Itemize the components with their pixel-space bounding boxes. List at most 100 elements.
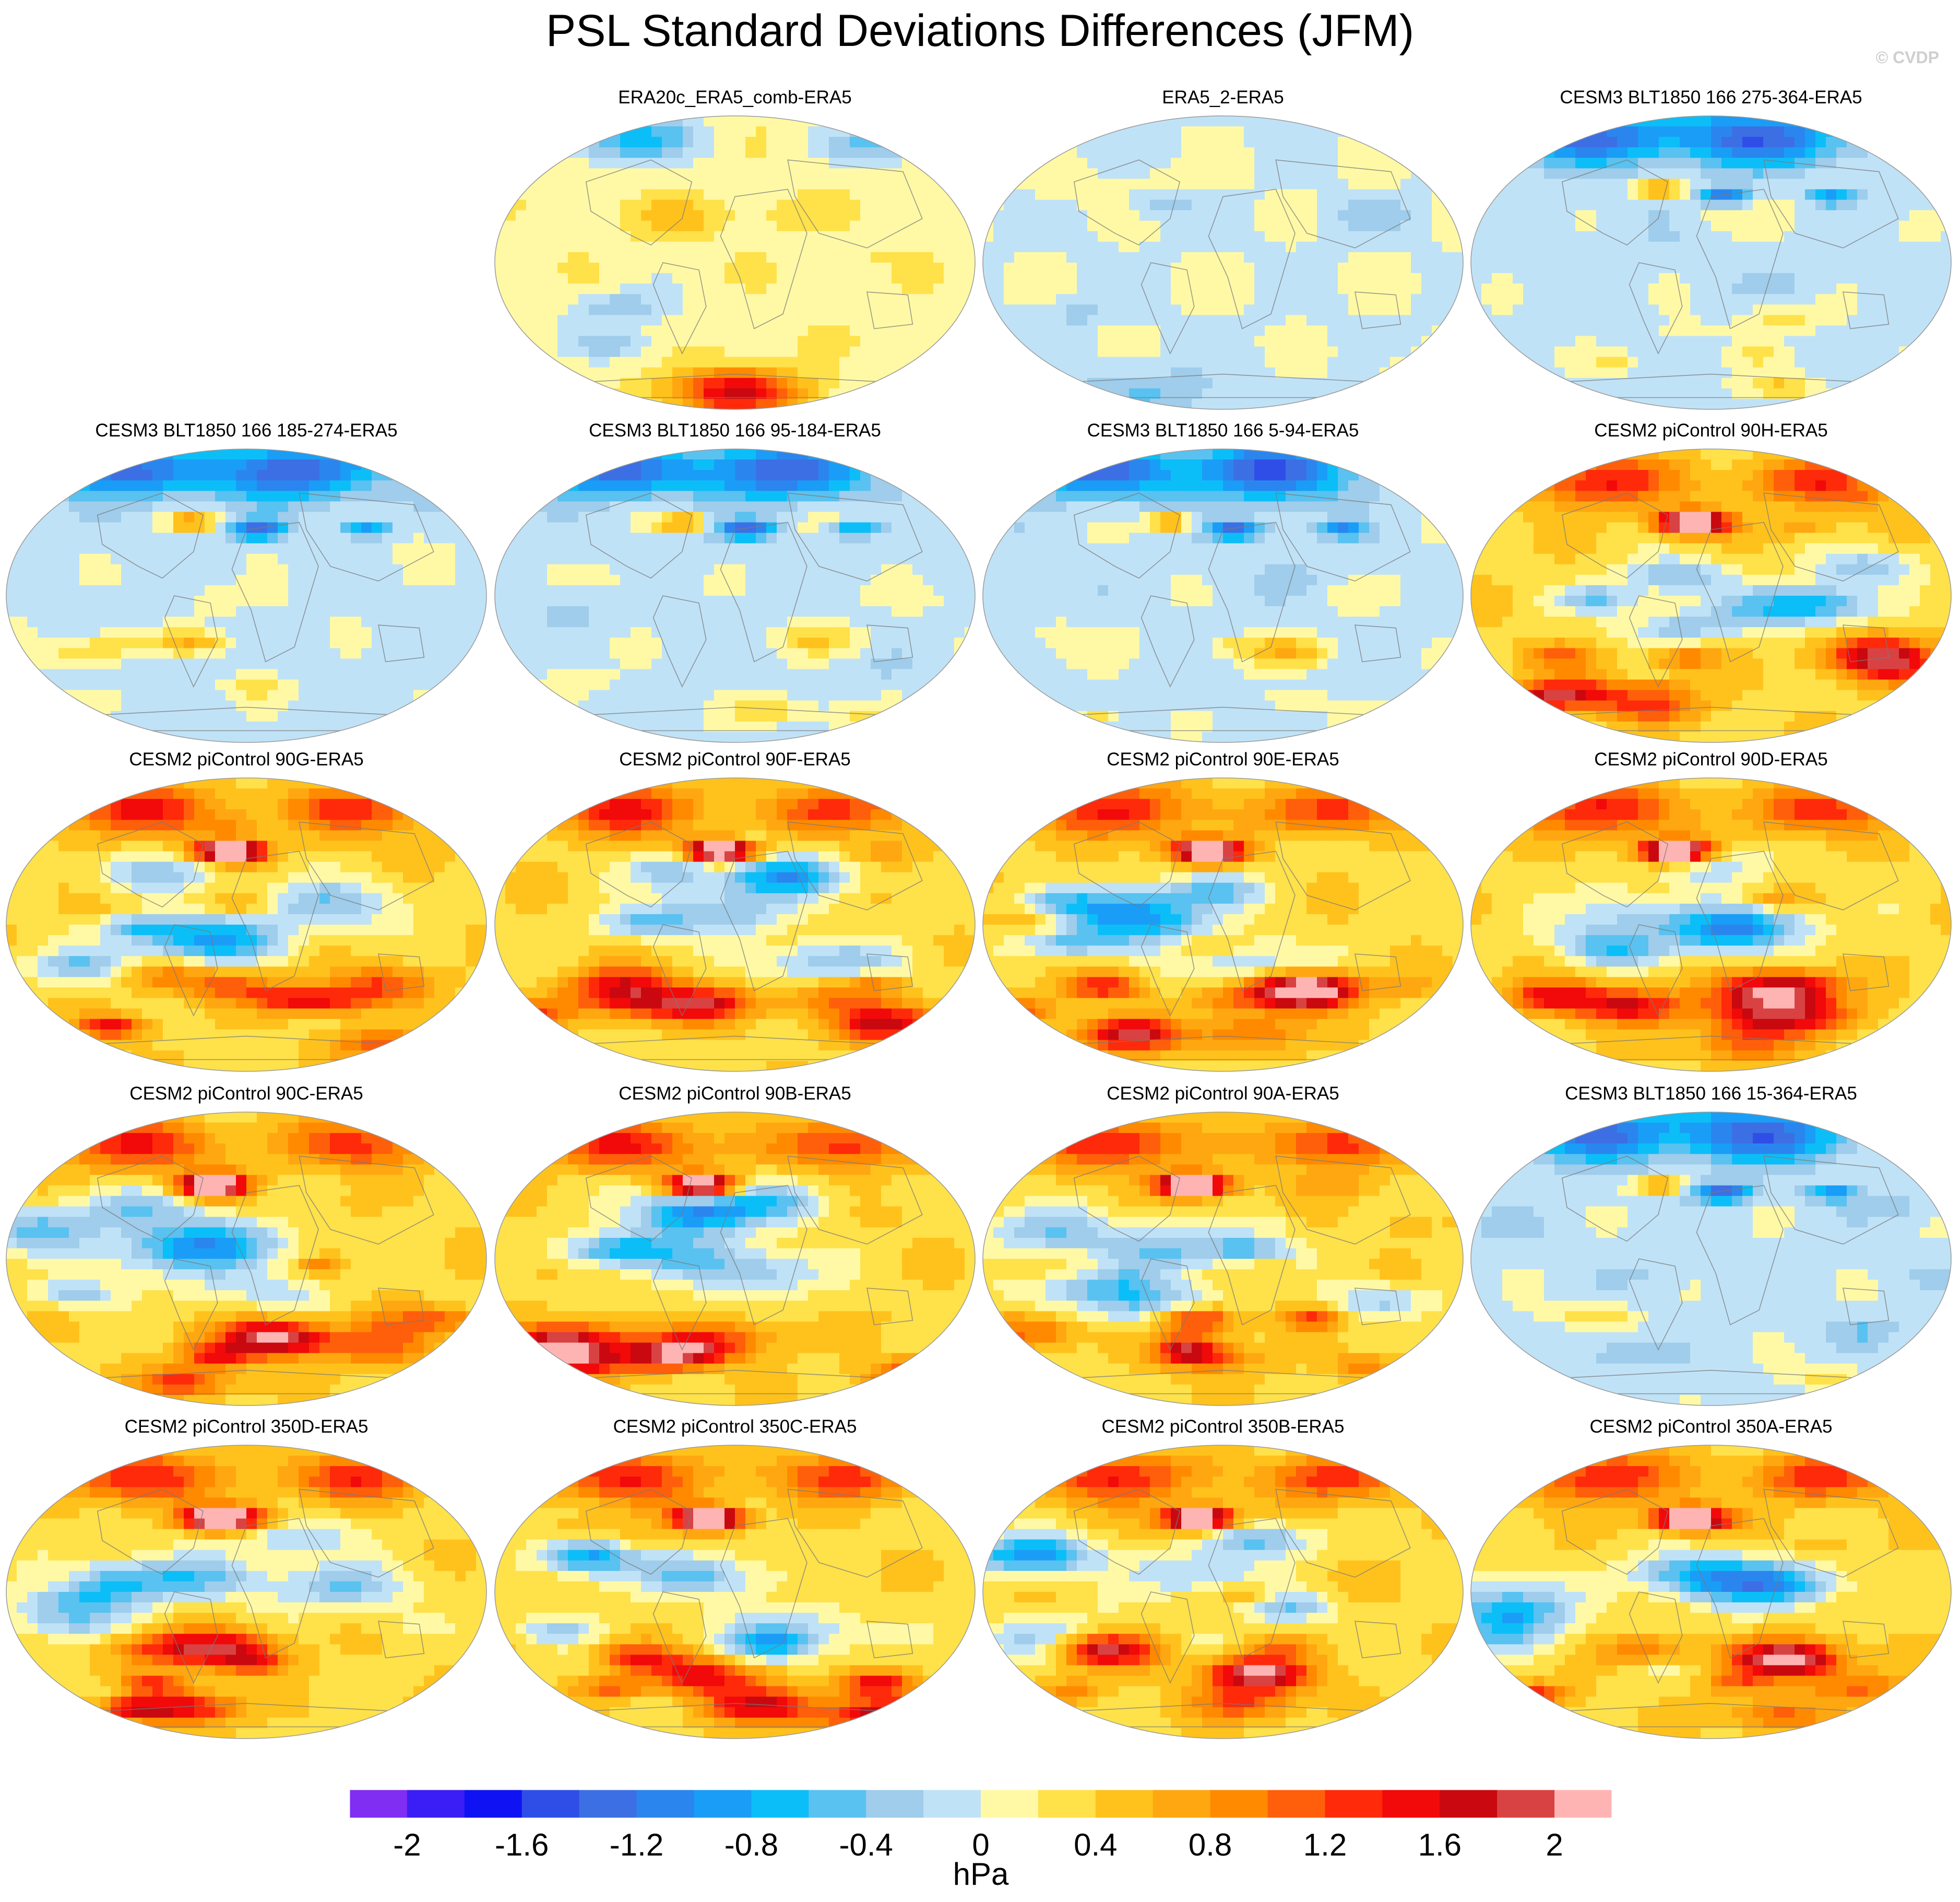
field-cell xyxy=(965,346,975,358)
field-cell xyxy=(163,585,174,596)
field-cell xyxy=(319,470,330,481)
field-cell xyxy=(1066,189,1077,200)
field-cell xyxy=(351,512,362,523)
field-cell xyxy=(1607,220,1618,232)
field-cell xyxy=(672,189,683,200)
field-cell xyxy=(704,199,715,211)
field-cell xyxy=(1753,325,1764,337)
field-cell xyxy=(1523,210,1534,221)
field-cell xyxy=(48,553,59,565)
field-cell xyxy=(38,648,49,659)
field-cell xyxy=(142,679,153,691)
field-cell xyxy=(578,283,589,294)
field-cell xyxy=(693,325,704,337)
field-cell xyxy=(142,690,153,701)
field-cell xyxy=(424,512,435,523)
field-cell xyxy=(495,147,506,159)
field-cell xyxy=(382,480,393,492)
field-cell xyxy=(1411,336,1422,347)
field-cell xyxy=(27,553,38,565)
coastline xyxy=(652,262,707,355)
field-cell xyxy=(1139,210,1150,221)
field-cell xyxy=(299,564,310,575)
field-cell xyxy=(1753,147,1764,159)
field-cell xyxy=(205,449,216,460)
field-cell xyxy=(1213,158,1223,169)
field-cell xyxy=(1878,336,1889,347)
field-cell xyxy=(1098,336,1109,347)
field-cell xyxy=(1680,273,1691,284)
field-cell xyxy=(1607,304,1618,316)
field-cell xyxy=(1721,304,1732,316)
field-cell xyxy=(1575,273,1586,284)
field-cell xyxy=(808,304,819,316)
field-cell xyxy=(1442,220,1453,232)
field-cell xyxy=(225,480,236,492)
field-cell xyxy=(1098,231,1109,242)
field-cell xyxy=(704,126,715,137)
field-cell xyxy=(1306,210,1317,221)
field-cell xyxy=(246,553,257,565)
field-cell xyxy=(526,241,537,253)
field-cell xyxy=(330,606,341,617)
field-cell xyxy=(1056,231,1067,242)
field-cell xyxy=(1421,147,1432,159)
field-cell xyxy=(1638,147,1649,159)
field-cell xyxy=(1815,336,1826,347)
field-cell xyxy=(215,501,226,513)
field-cell xyxy=(902,273,913,284)
field-cell xyxy=(1265,357,1276,368)
field-cell xyxy=(351,658,362,670)
field-cell xyxy=(1847,189,1858,200)
field-cell xyxy=(672,315,683,326)
field-cell xyxy=(704,315,715,326)
field-cell xyxy=(1077,189,1088,200)
field-cell xyxy=(215,533,226,544)
field-cell xyxy=(194,533,205,544)
field-cell xyxy=(912,199,923,211)
field-cell xyxy=(1139,189,1150,200)
field-cell xyxy=(1327,220,1338,232)
field-cell xyxy=(1721,137,1732,148)
field-cell xyxy=(1202,241,1213,253)
field-cell xyxy=(860,168,871,180)
field-cell xyxy=(756,116,767,127)
field-cell xyxy=(1701,241,1712,253)
field-cell xyxy=(1941,252,1951,263)
field-cell xyxy=(537,398,548,409)
field-cell xyxy=(1502,210,1513,221)
field-cell xyxy=(1784,388,1795,399)
field-cell xyxy=(1160,315,1171,326)
field-cell xyxy=(1502,263,1513,274)
field-cell xyxy=(1275,147,1286,159)
field-cell xyxy=(1432,377,1443,389)
field-cell xyxy=(1742,283,1753,294)
field-cell xyxy=(1286,367,1297,379)
field-cell xyxy=(516,336,527,347)
field-cell xyxy=(1513,252,1524,263)
field-cell xyxy=(724,210,735,221)
field-cell xyxy=(1565,283,1576,294)
field-cell xyxy=(1108,294,1119,305)
field-cell xyxy=(17,617,28,628)
field-cell xyxy=(1930,126,1941,137)
field-cell xyxy=(1202,179,1213,190)
field-cell xyxy=(1348,168,1359,180)
field-cell xyxy=(808,357,819,368)
field-cell xyxy=(1815,147,1826,159)
field-cell xyxy=(1004,137,1015,148)
field-cell xyxy=(152,480,163,492)
field-cell xyxy=(393,690,403,701)
field-cell xyxy=(1638,367,1649,379)
field-cell xyxy=(902,336,913,347)
field-cell xyxy=(455,585,466,596)
field-cell xyxy=(1565,126,1576,137)
field-cell xyxy=(6,480,17,492)
field-cell xyxy=(620,336,631,347)
field-cell xyxy=(1774,220,1785,232)
field-cell xyxy=(1160,126,1171,137)
field-cell xyxy=(79,585,90,596)
field-cell xyxy=(1369,220,1380,232)
field-cell xyxy=(1265,388,1276,399)
field-cell xyxy=(620,294,631,305)
